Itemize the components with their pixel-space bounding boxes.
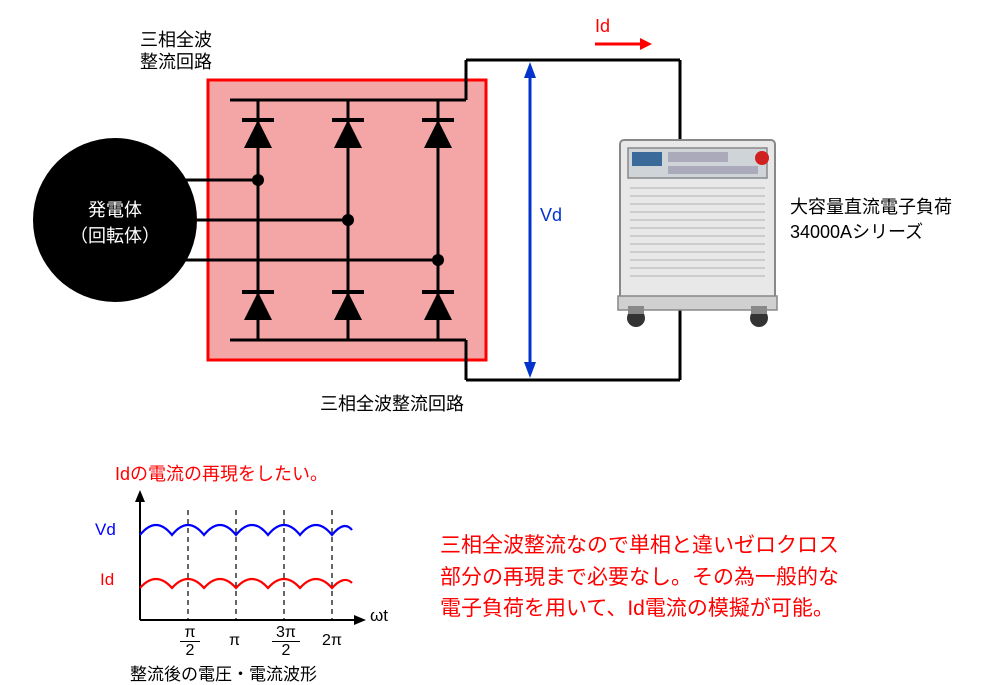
generator-line2: （回転体）: [70, 226, 160, 246]
generator-label: 発電体 （回転体）: [70, 196, 160, 248]
vd-label: Vd: [540, 205, 562, 226]
generator-line1: 発電体: [88, 200, 142, 220]
waveform-id-label: Id: [100, 570, 114, 590]
axes-icon: [135, 490, 366, 625]
vd-arrow-icon: [524, 62, 536, 378]
waveform-xtick-2: 3π 2: [272, 625, 300, 660]
load-line1: 大容量直流電子負荷: [790, 197, 952, 217]
load-device-icon: [618, 140, 777, 327]
load-line2: 34000Aシリーズ: [790, 222, 923, 242]
rectifier-title-bottom: 三相全波整流回路: [320, 390, 464, 416]
waveform-xtick-3: 2π: [322, 632, 342, 650]
explanation-text: 三相全波整流なので単相と違いゼロクロス 部分の再現まで必要なし。その為一般的な …: [440, 530, 839, 625]
waveform-vd-label: Vd: [95, 520, 116, 540]
waveform-chart: [80, 480, 380, 680]
rectifier-title-top: 三相全波 整流回路: [140, 30, 212, 73]
waveform-xtick-0: π 2: [180, 625, 200, 660]
load-label: 大容量直流電子負荷 34000Aシリーズ: [790, 195, 952, 245]
waveform-xtick-1: π: [229, 632, 240, 650]
waveform-caption: 整流後の電圧・電流波形: [130, 660, 317, 685]
id-arrow-icon: [595, 38, 652, 50]
waveform-xaxis-label: ωt: [370, 606, 388, 626]
id-label: Id: [595, 16, 610, 37]
